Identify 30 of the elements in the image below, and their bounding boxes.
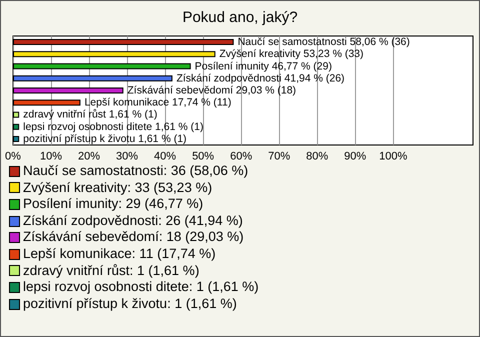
x-tick-label: 80% <box>306 150 328 162</box>
text: pozitivní přístup k životu: 1 (1,61 %) <box>23 296 237 312</box>
x-tick-label: 40% <box>154 150 176 162</box>
x-tick-label: 30% <box>116 150 138 162</box>
text: Naučí se samostatnosti: 36 (58,06 %) <box>23 163 248 180</box>
x-tick-label: 10% <box>40 150 62 162</box>
x-tick-label: 20% <box>78 150 100 162</box>
category-label: pozitivní přístup k životu 1,61 % (1) <box>23 132 187 145</box>
category-label: lepsi rozvoj osobnosti ditete 1,61 % (1) <box>23 120 204 133</box>
chart-title: Pokud ano, jaký? <box>181 9 299 26</box>
text: Lepší komunikace: 11 (17,74 %) <box>23 246 216 263</box>
text: Zvýšení kreativity: 33 (53,23 %) <box>23 180 212 196</box>
category-label: Lepší komunikace 17,74 % (11) <box>84 96 232 109</box>
category-label: zdravý vnitřní růst 1,61 % (1) <box>23 108 158 121</box>
x-tick-label: 100% <box>379 150 408 162</box>
category-label: Získání zodpovědnosti 41,94 % (26) <box>176 72 345 84</box>
text: lepsi rozvoj osobnosti ditete: 1 (1,61 %) <box>23 279 259 296</box>
category-label: Naučí se samostatnosti 58,06 % (36) <box>238 36 410 48</box>
x-tick-label: 70% <box>268 150 290 162</box>
x-tick-label: 90% <box>344 150 366 162</box>
text: Získání zodpovědnosti: 26 (41,94 %) <box>23 212 243 230</box>
category-label: Zvýšení kreativity 53,23 % (33) <box>219 48 364 60</box>
text: Posílení imunity: 29 (46,77 %) <box>23 196 204 213</box>
x-tick-label: 60% <box>230 150 252 162</box>
text: zdravý vnitřní růst: 1 (1,61 %) <box>23 262 200 280</box>
text: Získávání sebevědomí: 18 (29,03 %) <box>23 229 244 246</box>
category-label: Posílení imunity 46,77 % (29) <box>194 60 332 72</box>
x-tick-label: 50% <box>192 150 214 162</box>
category-label: Získávání sebevědomí 29,03 % (18) <box>127 84 296 96</box>
x-tick-label: 0% <box>5 150 22 162</box>
